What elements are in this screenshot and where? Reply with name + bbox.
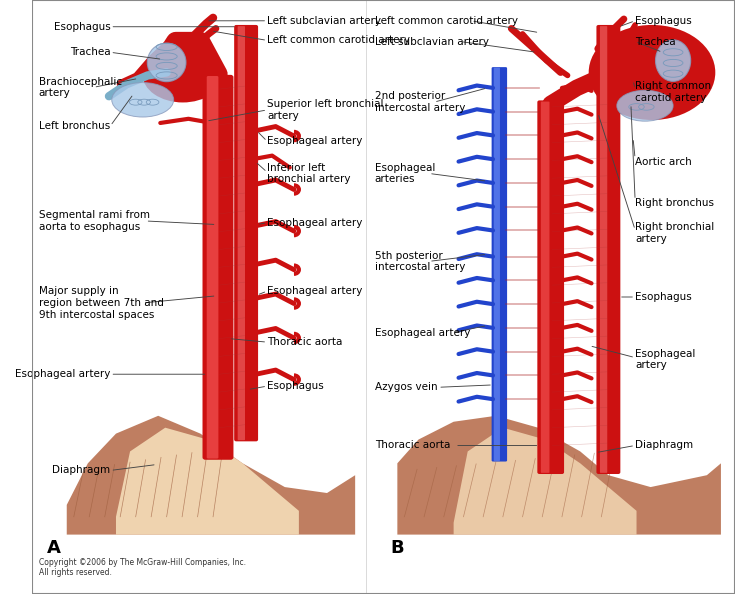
Text: Brachiocephalic
artery: Brachiocephalic artery [39, 77, 122, 98]
Text: Left common carotid artery: Left common carotid artery [268, 36, 410, 45]
Text: A: A [47, 539, 61, 557]
FancyBboxPatch shape [541, 102, 550, 473]
Text: Esophageal artery: Esophageal artery [268, 137, 362, 146]
Text: Esophageal artery: Esophageal artery [268, 286, 362, 296]
Text: Segmental rami from
aorta to esophagus: Segmental rami from aorta to esophagus [39, 210, 150, 232]
Ellipse shape [147, 43, 186, 81]
Text: Thoracic aorta: Thoracic aorta [375, 441, 451, 450]
Text: Superior left bronchial
artery: Superior left bronchial artery [268, 99, 384, 121]
FancyBboxPatch shape [237, 26, 245, 440]
Text: Copyright ©2006 by The McGraw-Hill Companies, Inc.
All rights reserved.: Copyright ©2006 by The McGraw-Hill Compa… [39, 558, 245, 577]
Text: Left bronchus: Left bronchus [39, 121, 110, 131]
Text: Left common carotid artery: Left common carotid artery [375, 16, 518, 26]
Text: Aortic arch: Aortic arch [635, 157, 692, 166]
Polygon shape [453, 428, 637, 535]
Text: Esophageal artery: Esophageal artery [15, 369, 110, 379]
Text: Right common
carotid artery: Right common carotid artery [635, 81, 711, 103]
Text: Trachea: Trachea [635, 37, 675, 46]
Text: Esophagus: Esophagus [54, 22, 110, 31]
Text: B: B [390, 539, 404, 557]
FancyBboxPatch shape [600, 26, 607, 473]
Text: Diaphragm: Diaphragm [635, 441, 693, 450]
Text: Esophageal artery: Esophageal artery [375, 328, 470, 337]
Text: Right bronchus: Right bronchus [635, 198, 714, 208]
Text: Esophageal
arteries: Esophageal arteries [375, 163, 435, 184]
Text: 5th posterior
intercostal artery: 5th posterior intercostal artery [375, 251, 465, 272]
Ellipse shape [112, 83, 173, 117]
Text: Trachea: Trachea [70, 48, 110, 57]
Polygon shape [116, 428, 299, 535]
Text: Thoracic aorta: Thoracic aorta [268, 337, 343, 347]
Text: Major supply in
region between 7th and
9th intercostal spaces: Major supply in region between 7th and 9… [39, 286, 163, 320]
FancyBboxPatch shape [234, 25, 258, 441]
Polygon shape [67, 416, 355, 535]
FancyBboxPatch shape [537, 100, 564, 474]
Text: Esophagus: Esophagus [635, 16, 692, 26]
Text: Left subclavian artery: Left subclavian artery [268, 16, 381, 26]
Ellipse shape [617, 90, 673, 121]
Text: Esophagus: Esophagus [268, 381, 324, 391]
Text: Right bronchial
artery: Right bronchial artery [635, 222, 714, 244]
Text: Esophagus: Esophagus [635, 292, 692, 302]
FancyBboxPatch shape [492, 67, 507, 462]
FancyBboxPatch shape [207, 76, 218, 459]
Text: Esophageal artery: Esophageal artery [268, 218, 362, 228]
Text: Inferior left
bronchial artery: Inferior left bronchial artery [268, 163, 351, 184]
Text: 2nd posterior
intercostal artery: 2nd posterior intercostal artery [375, 91, 465, 113]
Text: Azygos vein: Azygos vein [375, 383, 437, 392]
Text: Esophageal
artery: Esophageal artery [635, 349, 695, 370]
FancyBboxPatch shape [596, 25, 620, 474]
Text: Left subclavian artery: Left subclavian artery [375, 37, 489, 46]
Ellipse shape [589, 25, 715, 120]
Polygon shape [398, 416, 721, 535]
Ellipse shape [656, 40, 691, 81]
Ellipse shape [143, 46, 223, 102]
FancyBboxPatch shape [203, 75, 234, 460]
FancyBboxPatch shape [494, 68, 500, 461]
Text: Diaphragm: Diaphragm [52, 466, 110, 475]
